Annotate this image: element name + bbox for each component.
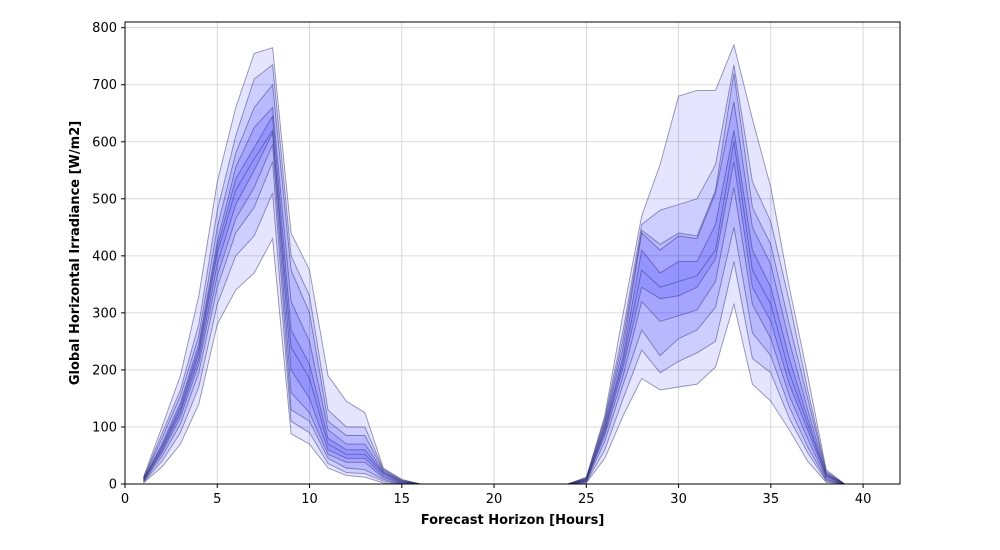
y-tick-label-8: 800 bbox=[92, 21, 117, 36]
plot-frame bbox=[124, 21, 901, 485]
y-tick-label-5: 500 bbox=[92, 192, 117, 207]
x-tick-label-1: 5 bbox=[213, 492, 221, 507]
x-tick-label-7: 35 bbox=[763, 492, 780, 507]
y-axis-ticks: 0 100 200 300 400 500 600 700 800 bbox=[92, 21, 125, 493]
y-tick-label-6: 600 bbox=[92, 135, 117, 150]
x-tick-label-8: 40 bbox=[855, 492, 872, 507]
x-tick-label-6: 30 bbox=[670, 492, 687, 507]
x-axis-ticks: 0 5 10 15 20 25 30 35 40 bbox=[121, 484, 872, 507]
y-tick-label-1: 100 bbox=[92, 420, 117, 435]
quantile-bands bbox=[143, 44, 864, 485]
y-axis-title: Global Horizontal Irradiance [W/m2] bbox=[68, 121, 83, 385]
y-tick-label-4: 400 bbox=[92, 249, 117, 264]
quantile-band-3 bbox=[143, 73, 864, 485]
quantile-band-2 bbox=[143, 64, 864, 485]
y-tick-label-2: 200 bbox=[92, 363, 117, 378]
x-tick-label-3: 15 bbox=[394, 492, 411, 507]
x-tick-label-5: 25 bbox=[578, 492, 595, 507]
x-tick-label-4: 20 bbox=[486, 492, 503, 507]
quantile-band-4 bbox=[143, 101, 864, 485]
x-tick-label-2: 10 bbox=[301, 492, 318, 507]
quantile-band-1 bbox=[143, 44, 864, 485]
x-axis-title: Forecast Horizon [Hours] bbox=[421, 513, 605, 528]
y-tick-label-0: 0 bbox=[109, 478, 117, 493]
x-tick-label-0: 0 bbox=[121, 492, 129, 507]
y-tick-label-7: 700 bbox=[92, 78, 117, 93]
grid bbox=[124, 22, 900, 485]
y-tick-label-3: 300 bbox=[92, 306, 117, 321]
